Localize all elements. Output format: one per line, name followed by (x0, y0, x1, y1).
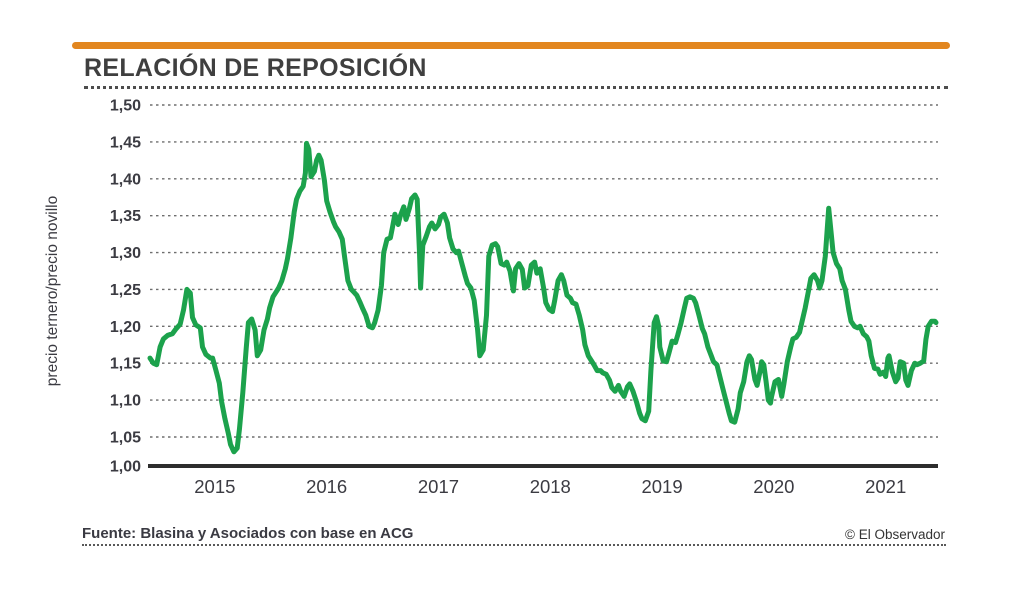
y-tick-label: 1,50 (110, 98, 141, 115)
title-dotted-rule (84, 86, 948, 89)
x-tick-label: 2018 (530, 476, 571, 497)
y-tick-label: 1,15 (110, 356, 141, 373)
source-text: Fuente: Blasina y Asociados con base en … (82, 525, 414, 542)
x-tick-label: 2017 (418, 476, 459, 497)
x-tick-label: 2020 (753, 476, 794, 497)
y-axis-title: precio ternero/precio novillo (44, 195, 61, 387)
x-tick-label: 2021 (865, 476, 906, 497)
y-tick-label: 1,25 (110, 282, 141, 299)
y-tick-label: 1,30 (110, 245, 141, 262)
price-ratio-line (147, 140, 939, 455)
accent-bar (72, 42, 950, 49)
y-tick-label: 1,00 (110, 459, 141, 476)
y-tick-label: 1,20 (110, 319, 141, 336)
x-tick-label: 2016 (306, 476, 347, 497)
chart-title: RELACIÓN DE REPOSICIÓN (84, 54, 427, 82)
y-tick-label: 1,40 (110, 171, 141, 188)
x-tick-label: 2019 (641, 476, 682, 497)
x-tick-label: 2015 (194, 476, 235, 497)
credit-text: © El Observador (845, 527, 945, 542)
y-tick-label: 1,45 (110, 134, 141, 151)
y-tick-label: 1,10 (110, 393, 141, 410)
footer-dotted-rule (82, 544, 946, 546)
y-tick-label: 1,05 (110, 430, 141, 447)
y-tick-label: 1,35 (110, 208, 141, 225)
